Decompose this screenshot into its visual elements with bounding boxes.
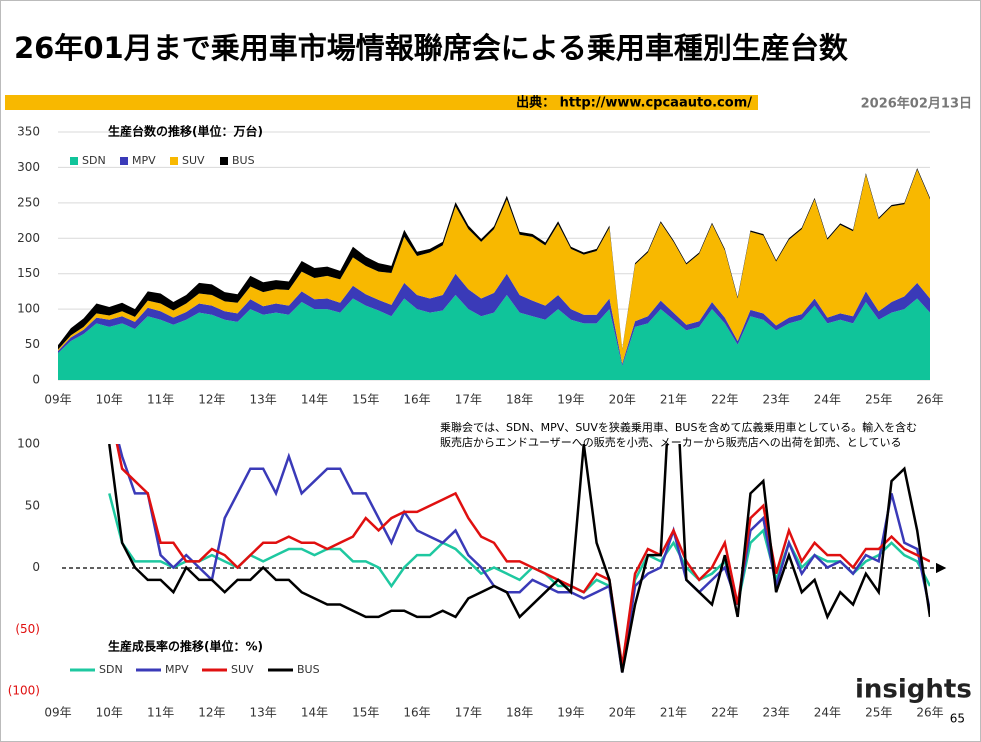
x-tick-label: 17年 xyxy=(455,706,482,720)
legend-label: SUV xyxy=(231,663,254,676)
y-tick-label: (100) xyxy=(8,684,40,698)
x-tick-label: 11年 xyxy=(147,393,174,407)
y-tick-label: 150 xyxy=(17,266,40,280)
y-tick-label: 50 xyxy=(25,337,40,351)
y-tick-label: 50 xyxy=(25,498,40,512)
chart-subtitle: 生産成長率の推移(単位：%) xyxy=(108,639,263,654)
area xyxy=(58,273,930,366)
legend-swatch xyxy=(220,157,228,165)
x-tick-label: 25年 xyxy=(865,706,892,720)
area xyxy=(58,294,930,380)
plot xyxy=(108,444,930,673)
x-tick-label: 10年 xyxy=(96,393,123,407)
logo: insights xyxy=(855,675,972,705)
x-tick-label: 15年 xyxy=(352,393,379,407)
x-tick-label: 14年 xyxy=(301,393,328,407)
x-tick-label: 21年 xyxy=(660,393,687,407)
area xyxy=(58,169,930,364)
page-number: 65 xyxy=(950,712,965,726)
legend-label: SDN xyxy=(82,154,106,167)
y-tick-label: 0 xyxy=(32,560,40,574)
chart-subtitle: 生産台数の推移(単位：万台) xyxy=(108,124,263,139)
x-tick-label: 16年 xyxy=(403,706,430,720)
legend-swatch xyxy=(170,157,178,165)
x-tick-label: 13年 xyxy=(250,393,277,407)
annotation: 販売店からエンドユーザーへの販売を小売、メーカーから販売店への出荷を卸売、として… xyxy=(440,435,901,449)
x-tick-label: 20年 xyxy=(609,706,636,720)
legend-label: MPV xyxy=(165,663,189,676)
x-tick-label: 17年 xyxy=(455,393,482,407)
legend-swatch xyxy=(70,157,78,165)
date: 2026年02月13日 xyxy=(861,96,972,112)
legend-label: MPV xyxy=(132,154,156,167)
legend-swatch xyxy=(120,157,128,165)
title: 26年01月まで乗用車市場情報聯席会による乗用車種別生産台数 xyxy=(14,31,849,65)
line xyxy=(117,444,930,673)
x-tick-label: 26年 xyxy=(916,706,943,720)
x-tick-label: 22年 xyxy=(711,393,738,407)
y-tick-label: 300 xyxy=(17,160,40,174)
legend-label: BUS xyxy=(232,154,255,167)
line xyxy=(108,444,930,673)
legend-label: SDN xyxy=(99,663,123,676)
x-tick-label: 24年 xyxy=(814,393,841,407)
y-tick-label: (50) xyxy=(15,622,40,636)
x-tick-label: 25年 xyxy=(865,393,892,407)
x-tick-label: 24年 xyxy=(814,706,841,720)
legend-label: SUV xyxy=(182,154,205,167)
x-tick-label: 10年 xyxy=(96,706,123,720)
legend-label: BUS xyxy=(297,663,320,676)
x-tick-label: 22年 xyxy=(711,706,738,720)
y-tick-label: 250 xyxy=(17,195,40,209)
y-tick-label: 350 xyxy=(17,125,40,139)
x-tick-label: 15年 xyxy=(352,706,379,720)
x-tick-label: 11年 xyxy=(147,706,174,720)
y-tick-label: 0 xyxy=(32,373,40,387)
line xyxy=(115,444,930,667)
x-tick-label: 12年 xyxy=(198,393,225,407)
x-tick-label: 09年 xyxy=(44,706,71,720)
x-tick-label: 18年 xyxy=(506,393,533,407)
source: 出典： http://www.cpcaauto.com/ xyxy=(516,95,752,111)
y-tick-label: 100 xyxy=(17,437,40,451)
x-tick-label: 09年 xyxy=(44,393,71,407)
x-tick-label: 12年 xyxy=(198,706,225,720)
x-tick-label: 19年 xyxy=(557,706,584,720)
x-tick-label: 19年 xyxy=(557,393,584,407)
y-tick-label: 100 xyxy=(17,302,40,316)
x-tick-label: 18年 xyxy=(506,706,533,720)
x-tick-label: 23年 xyxy=(762,706,789,720)
x-tick-label: 14年 xyxy=(301,706,328,720)
x-tick-label: 23年 xyxy=(762,393,789,407)
annotation: 乗聯会では、SDN、MPV、SUVを狭義乗用車、BUSを含めて広義乗用車としてい… xyxy=(440,420,917,434)
x-tick-label: 16年 xyxy=(403,393,430,407)
x-tick-label: 20年 xyxy=(609,393,636,407)
x-tick-label: 26年 xyxy=(916,393,943,407)
x-tick-label: 13年 xyxy=(250,706,277,720)
x-tick-label: 21年 xyxy=(660,706,687,720)
title-bar xyxy=(5,95,758,110)
y-tick-label: 200 xyxy=(17,231,40,245)
